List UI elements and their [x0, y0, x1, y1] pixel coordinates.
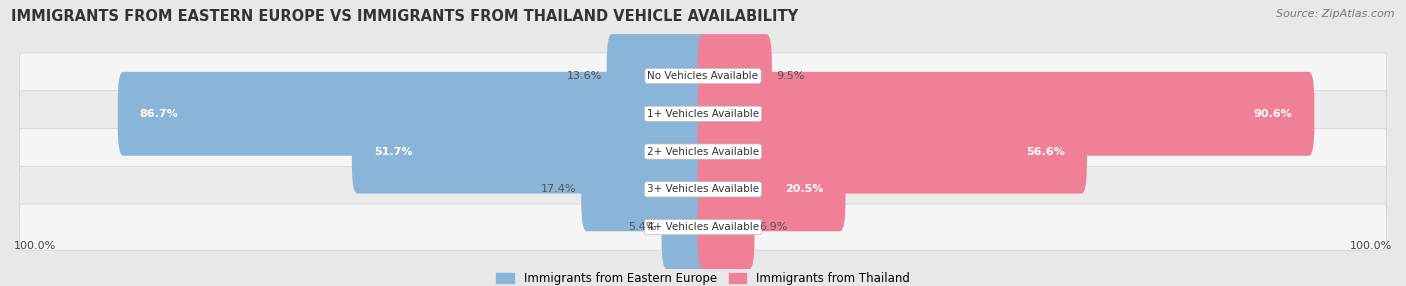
Text: 51.7%: 51.7% [374, 147, 412, 156]
Text: 4+ Vehicles Available: 4+ Vehicles Available [647, 222, 759, 232]
Text: 5.4%: 5.4% [628, 222, 657, 232]
FancyBboxPatch shape [118, 72, 709, 156]
Text: 100.0%: 100.0% [1350, 241, 1392, 251]
FancyBboxPatch shape [697, 147, 845, 231]
FancyBboxPatch shape [697, 110, 1087, 194]
Text: 9.5%: 9.5% [776, 71, 806, 81]
Text: 6.9%: 6.9% [759, 222, 787, 232]
Legend: Immigrants from Eastern Europe, Immigrants from Thailand: Immigrants from Eastern Europe, Immigran… [492, 267, 914, 286]
FancyBboxPatch shape [606, 34, 709, 118]
Text: 13.6%: 13.6% [567, 71, 602, 81]
Text: 56.6%: 56.6% [1026, 147, 1064, 156]
FancyBboxPatch shape [697, 72, 1315, 156]
Text: 86.7%: 86.7% [139, 109, 179, 119]
Text: 17.4%: 17.4% [541, 184, 576, 194]
Text: No Vehicles Available: No Vehicles Available [648, 71, 758, 81]
Text: IMMIGRANTS FROM EASTERN EUROPE VS IMMIGRANTS FROM THAILAND VEHICLE AVAILABILITY: IMMIGRANTS FROM EASTERN EUROPE VS IMMIGR… [11, 9, 799, 23]
Text: 100.0%: 100.0% [14, 241, 56, 251]
Text: 20.5%: 20.5% [785, 184, 824, 194]
FancyBboxPatch shape [352, 110, 709, 194]
FancyBboxPatch shape [20, 204, 1386, 250]
FancyBboxPatch shape [20, 53, 1386, 99]
FancyBboxPatch shape [20, 128, 1386, 175]
Text: 2+ Vehicles Available: 2+ Vehicles Available [647, 147, 759, 156]
Text: 1+ Vehicles Available: 1+ Vehicles Available [647, 109, 759, 119]
FancyBboxPatch shape [20, 91, 1386, 137]
FancyBboxPatch shape [581, 147, 709, 231]
Text: Source: ZipAtlas.com: Source: ZipAtlas.com [1277, 9, 1395, 19]
FancyBboxPatch shape [697, 34, 772, 118]
Text: 90.6%: 90.6% [1254, 109, 1292, 119]
Text: 3+ Vehicles Available: 3+ Vehicles Available [647, 184, 759, 194]
FancyBboxPatch shape [697, 185, 755, 269]
FancyBboxPatch shape [662, 185, 709, 269]
FancyBboxPatch shape [20, 166, 1386, 212]
